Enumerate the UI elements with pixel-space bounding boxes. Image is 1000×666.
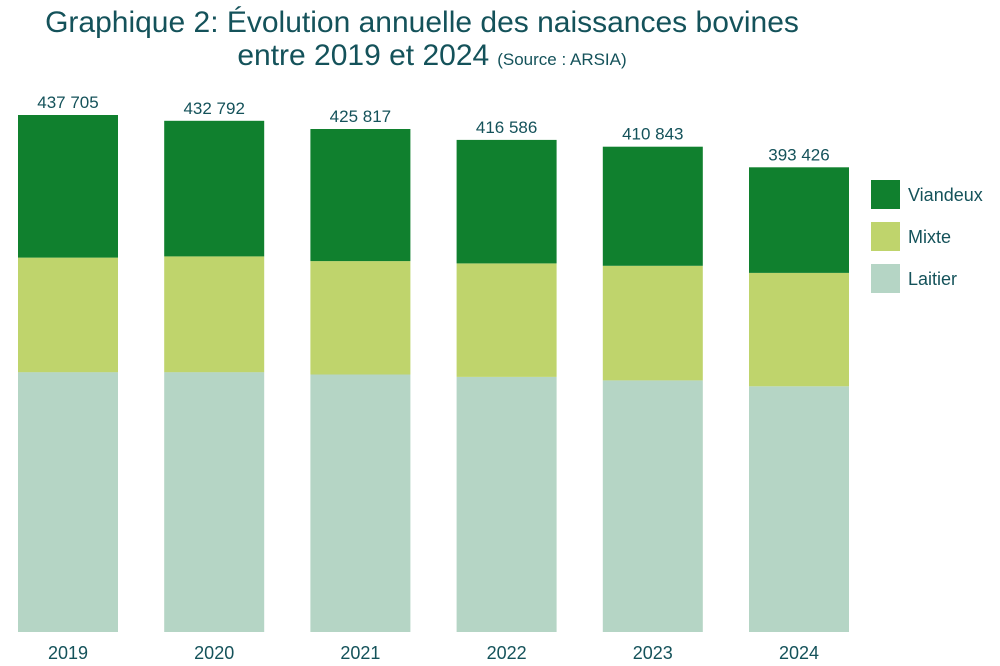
bar-viandeux-2023 (602, 146, 703, 266)
bar-viandeux-2021 (310, 129, 411, 262)
x-tick-2022: 2022 (487, 643, 527, 663)
bar-viandeux-2020 (164, 120, 265, 257)
bar-viandeux-2022 (456, 139, 557, 264)
bar-mixte-2020 (164, 256, 265, 373)
bar-laitier-2023 (602, 380, 703, 632)
x-axis-labels: 2019 2020 2021 2022 2023 2024 (48, 643, 819, 663)
bar-mixte-2022 (456, 263, 557, 377)
total-label-2019: 437 705 (37, 93, 98, 112)
bar-mixte-2023 (602, 265, 703, 381)
legend-label-laitier: Laitier (908, 269, 957, 289)
total-label-2020: 432 792 (183, 99, 244, 118)
bar-laitier-2022 (456, 376, 557, 632)
bar-laitier-2019 (18, 372, 118, 632)
chart-title-line2: entre 2019 et 2024 (237, 39, 489, 72)
total-label-2022: 416 586 (476, 118, 537, 137)
x-tick-2019: 2019 (48, 643, 88, 663)
x-tick-2020: 2020 (194, 643, 234, 663)
total-label-2021: 425 817 (330, 107, 391, 126)
total-labels-group: 437 705 432 792 425 817 416 586 410 843 393 4… (37, 93, 829, 164)
bars-group (18, 115, 849, 632)
legend-swatch-viandeux (871, 180, 900, 209)
chart-source: (Source : ARSIA) (497, 50, 626, 69)
legend-label-mixte: Mixte (908, 227, 951, 247)
chart-title-line2-group: entre 2019 et 2024 (Source : ARSIA) (237, 39, 626, 72)
x-tick-2021: 2021 (340, 643, 380, 663)
chart-title-line1: Graphique 2: Évolution annuelle des nais… (45, 6, 799, 39)
total-label-2024: 393 426 (768, 145, 829, 164)
bar-viandeux-2024 (749, 167, 849, 273)
x-tick-2024: 2024 (779, 643, 819, 663)
legend: Viandeux Mixte Laitier (871, 180, 983, 293)
legend-swatch-mixte (871, 222, 900, 251)
bar-laitier-2024 (749, 386, 849, 632)
bar-laitier-2021 (310, 374, 411, 632)
bar-mixte-2019 (18, 257, 118, 373)
bar-viandeux-2019 (18, 115, 118, 258)
x-tick-2023: 2023 (633, 643, 673, 663)
legend-swatch-laitier (871, 264, 900, 293)
bar-mixte-2024 (749, 272, 849, 387)
total-label-2023: 410 843 (622, 125, 683, 144)
bar-mixte-2021 (310, 261, 411, 375)
legend-label-viandeux: Viandeux (908, 185, 983, 205)
bar-laitier-2020 (164, 372, 265, 632)
